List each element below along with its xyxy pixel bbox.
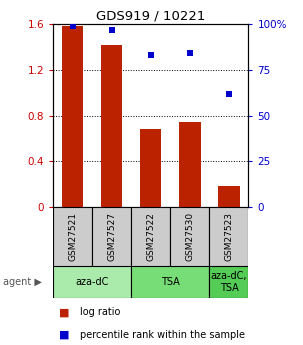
Text: agent ▶: agent ▶ xyxy=(3,277,42,287)
Text: GSM27530: GSM27530 xyxy=(185,212,194,261)
Bar xyxy=(209,207,248,266)
Bar xyxy=(179,122,201,207)
Text: aza-dC,
TSA: aza-dC, TSA xyxy=(211,271,247,293)
Text: TSA: TSA xyxy=(161,277,180,287)
Text: GSM27522: GSM27522 xyxy=(146,212,155,261)
Bar xyxy=(218,186,240,207)
Title: GDS919 / 10221: GDS919 / 10221 xyxy=(96,10,205,23)
Bar xyxy=(131,266,209,298)
Bar xyxy=(92,207,131,266)
Point xyxy=(148,52,153,58)
Point xyxy=(70,23,75,29)
Bar xyxy=(131,207,170,266)
Bar xyxy=(53,266,131,298)
Point xyxy=(227,91,231,96)
Bar xyxy=(101,45,122,207)
Text: ■: ■ xyxy=(59,330,70,339)
Text: aza-dC: aza-dC xyxy=(75,277,109,287)
Bar xyxy=(140,129,161,207)
Point xyxy=(187,51,192,56)
Text: log ratio: log ratio xyxy=(80,307,121,317)
Bar xyxy=(62,27,83,207)
Text: percentile rank within the sample: percentile rank within the sample xyxy=(80,330,245,339)
Point xyxy=(109,27,114,32)
Bar xyxy=(170,207,209,266)
Bar xyxy=(53,207,92,266)
Bar xyxy=(209,266,248,298)
Text: GSM27521: GSM27521 xyxy=(68,212,77,261)
Text: ■: ■ xyxy=(59,307,70,317)
Text: GSM27527: GSM27527 xyxy=(107,212,116,261)
Text: GSM27523: GSM27523 xyxy=(225,212,233,261)
